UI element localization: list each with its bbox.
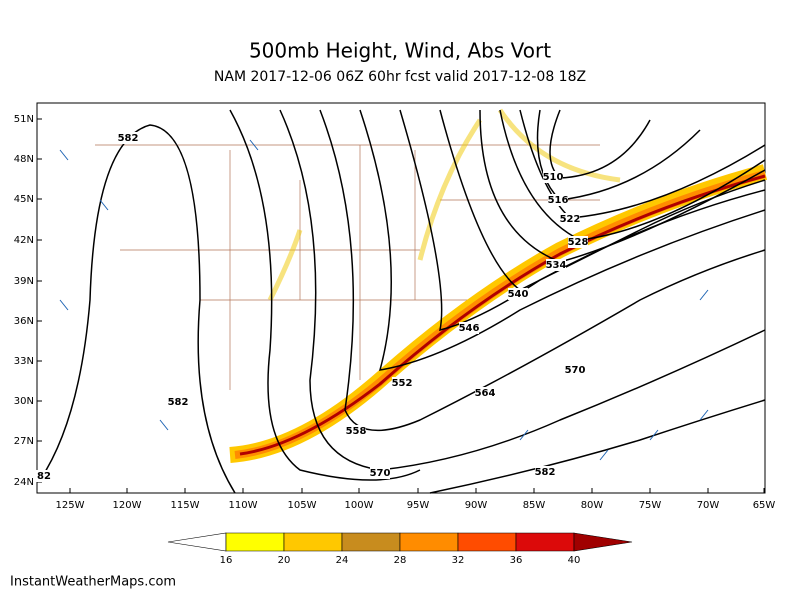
subtitle: NAM 2017-12-06 06Z 60hr fcst valid 2017-… <box>214 69 586 85</box>
lon-label: 100W <box>345 500 374 511</box>
contour-label: 564 <box>475 388 496 399</box>
contour-label-bg <box>565 364 585 376</box>
lat-label: 30N <box>14 396 34 407</box>
contour-label-bg <box>535 466 555 478</box>
contour-label: 534 <box>546 260 567 271</box>
title: 500mb Height, Wind, Abs Vort <box>249 39 551 63</box>
lat-label: 27N <box>14 436 34 447</box>
map <box>36 102 768 494</box>
contour-label: 582 <box>168 397 189 408</box>
lon-label: 105W <box>288 500 317 511</box>
wind-barbs <box>59 139 709 461</box>
contour-label: 570 <box>370 468 391 479</box>
colorbar-swatch <box>515 532 575 552</box>
lat-label: 36N <box>14 316 34 327</box>
colorbar-label: 32 <box>452 555 465 566</box>
contour-label: 582 <box>118 133 139 144</box>
colorbar-label: 40 <box>568 555 581 566</box>
colorbar-swatch <box>399 532 459 552</box>
lon-label: 75W <box>639 500 662 511</box>
colorbar-label: 20 <box>278 555 291 566</box>
contour-label: 522 <box>560 214 581 225</box>
contour-label: 510 <box>543 172 564 183</box>
contour-label: 582 <box>535 467 556 478</box>
colorbar-swatch <box>283 532 343 552</box>
lat-label: 51N <box>14 114 34 125</box>
lon-label: 65W <box>753 500 776 511</box>
contour-label-bg <box>168 396 188 408</box>
lon-label: 125W <box>56 500 85 511</box>
contour-label: 540 <box>508 289 529 300</box>
colorbar-swatch <box>457 532 517 552</box>
contour-label: 528 <box>568 237 589 248</box>
contour-label: 552 <box>392 378 413 389</box>
colorbar-swatch <box>167 532 227 552</box>
colorbar-swatch <box>225 532 285 552</box>
contour-label-bg <box>548 194 568 206</box>
colorbar: 16 20 24 28 32 36 40 <box>167 532 633 566</box>
contour-label-bg <box>34 470 54 482</box>
contour-label: 82 <box>37 471 51 482</box>
contour-label-bg <box>568 236 588 248</box>
contour-label: 546 <box>459 323 480 334</box>
contour-label-bg <box>459 322 479 334</box>
colorbar-swatch <box>573 532 633 552</box>
lon-label: 115W <box>171 500 200 511</box>
colorbar-label: 24 <box>336 555 349 566</box>
contour-label-bg <box>475 387 495 399</box>
lat-label: 45N <box>14 194 34 205</box>
lat-label: 39N <box>14 276 34 287</box>
contour-label-bg <box>370 467 390 479</box>
lon-label: 120W <box>113 500 142 511</box>
colorbar-swatch <box>341 532 401 552</box>
lat-label: 24N <box>14 477 34 488</box>
lon-label: 70W <box>697 500 720 511</box>
contour-label: 570 <box>565 365 586 376</box>
colorbar-label: 28 <box>394 555 407 566</box>
footer: InstantWeatherMaps.com <box>10 575 176 590</box>
contour-label-bg <box>546 259 566 271</box>
lat-label: 48N <box>14 154 34 165</box>
vort-band <box>239 174 766 456</box>
lat-label: 33N <box>14 356 34 367</box>
lat-label: 42N <box>14 235 34 246</box>
contour-label: 516 <box>548 195 569 206</box>
lon-label: 110W <box>229 500 258 511</box>
contour-label: 558 <box>346 426 367 437</box>
lon-label: 95W <box>407 500 430 511</box>
colorbar-label: 16 <box>220 555 233 566</box>
contour-label-bg <box>560 213 580 225</box>
contour-label-bg <box>346 425 366 437</box>
contour-label-bg <box>543 171 563 183</box>
lon-label: 85W <box>523 500 546 511</box>
contour-label-bg <box>508 288 528 300</box>
lon-label: 80W <box>581 500 604 511</box>
lon-label: 90W <box>465 500 488 511</box>
colorbar-label: 36 <box>510 555 523 566</box>
contour-label-bg <box>392 377 412 389</box>
contour-label-bg <box>118 132 138 144</box>
